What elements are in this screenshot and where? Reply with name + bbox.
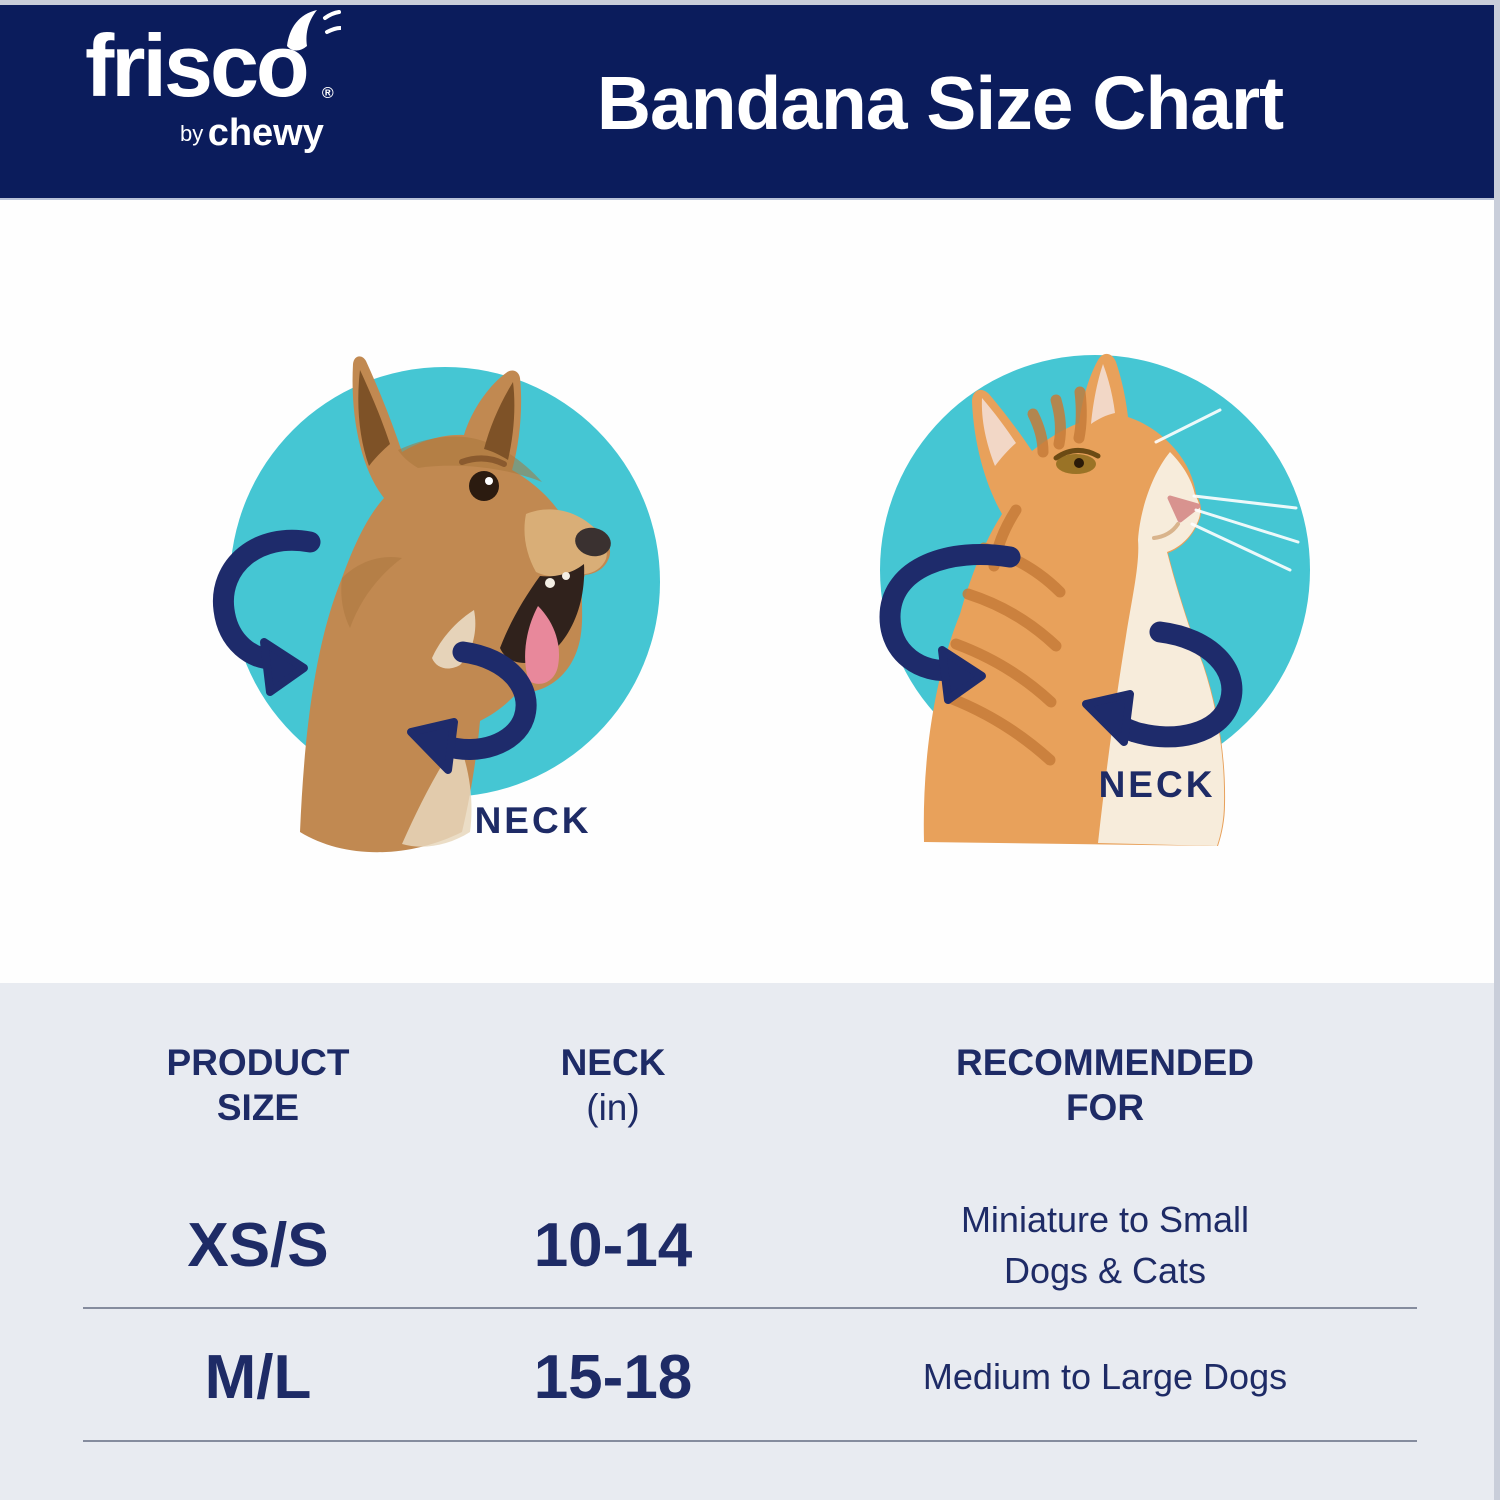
frisco-logo: frisco ® by chewy — [85, 10, 341, 155]
dog-neck-label: NECK — [474, 800, 592, 841]
frisco-o-tail-icon — [286, 10, 341, 51]
registered-trademark-symbol: ® — [321, 85, 334, 102]
neck-range-value: 15-18 — [533, 1343, 693, 1412]
dog-neck-measurement-illustration — [212, 356, 660, 853]
page-border-top — [0, 0, 1500, 5]
table-row-m-l: M/L 15-18 Medium to Large Dogs — [0, 1315, 1500, 1440]
dog-head-photo — [300, 356, 611, 853]
recommended-for-value: Miniature to Small Dogs & Cats — [960, 1199, 1250, 1291]
neck-measure-arrow-right-icon — [407, 641, 537, 774]
column-header-recommended-for: RECOMMENDED FOR — [955, 1041, 1255, 1128]
page-border-right — [1494, 0, 1500, 1500]
neck-measure-arrow-left-icon — [212, 529, 321, 696]
column-header-product-size: PRODUCT SIZE — [166, 1041, 350, 1128]
cat-neck-measurement-illustration — [879, 353, 1310, 846]
size-value: XS/S — [187, 1211, 329, 1280]
frisco-brand-text: frisco — [85, 16, 310, 115]
header-banner: frisco ® by chewy Bandana Size Chart — [0, 0, 1500, 200]
cat-neck-label: NECK — [1098, 764, 1216, 805]
neck-measure-arrow-right-icon — [1082, 621, 1243, 748]
size-value: M/L — [204, 1343, 312, 1412]
byline-by-text: by — [180, 121, 204, 146]
by-chewy-byline: by chewy — [85, 112, 324, 155]
column-header-neck-in: NECK (in) — [560, 1041, 666, 1128]
cat-head-photo — [923, 353, 1300, 846]
table-divider — [83, 1307, 1417, 1309]
table-divider — [83, 1440, 1417, 1442]
neck-range-value: 10-14 — [533, 1211, 693, 1280]
recommended-for-value: Medium to Large Dogs — [922, 1356, 1288, 1398]
frisco-wordmark: frisco ® — [85, 10, 341, 110]
table-header-row: PRODUCT SIZE NECK (in) RECOMMENDED FOR — [0, 1020, 1500, 1150]
neck-measure-arrow-left-icon — [879, 544, 1021, 704]
page-title: Bandana Size Chart — [596, 61, 1284, 145]
table-row-xs-s: XS/S 10-14 Miniature to Small Dogs & Cat… — [0, 1183, 1500, 1308]
size-table: PRODUCT SIZE NECK (in) RECOMMENDED FOR X… — [0, 983, 1500, 1500]
chewy-wordmark: chewy — [207, 112, 324, 154]
